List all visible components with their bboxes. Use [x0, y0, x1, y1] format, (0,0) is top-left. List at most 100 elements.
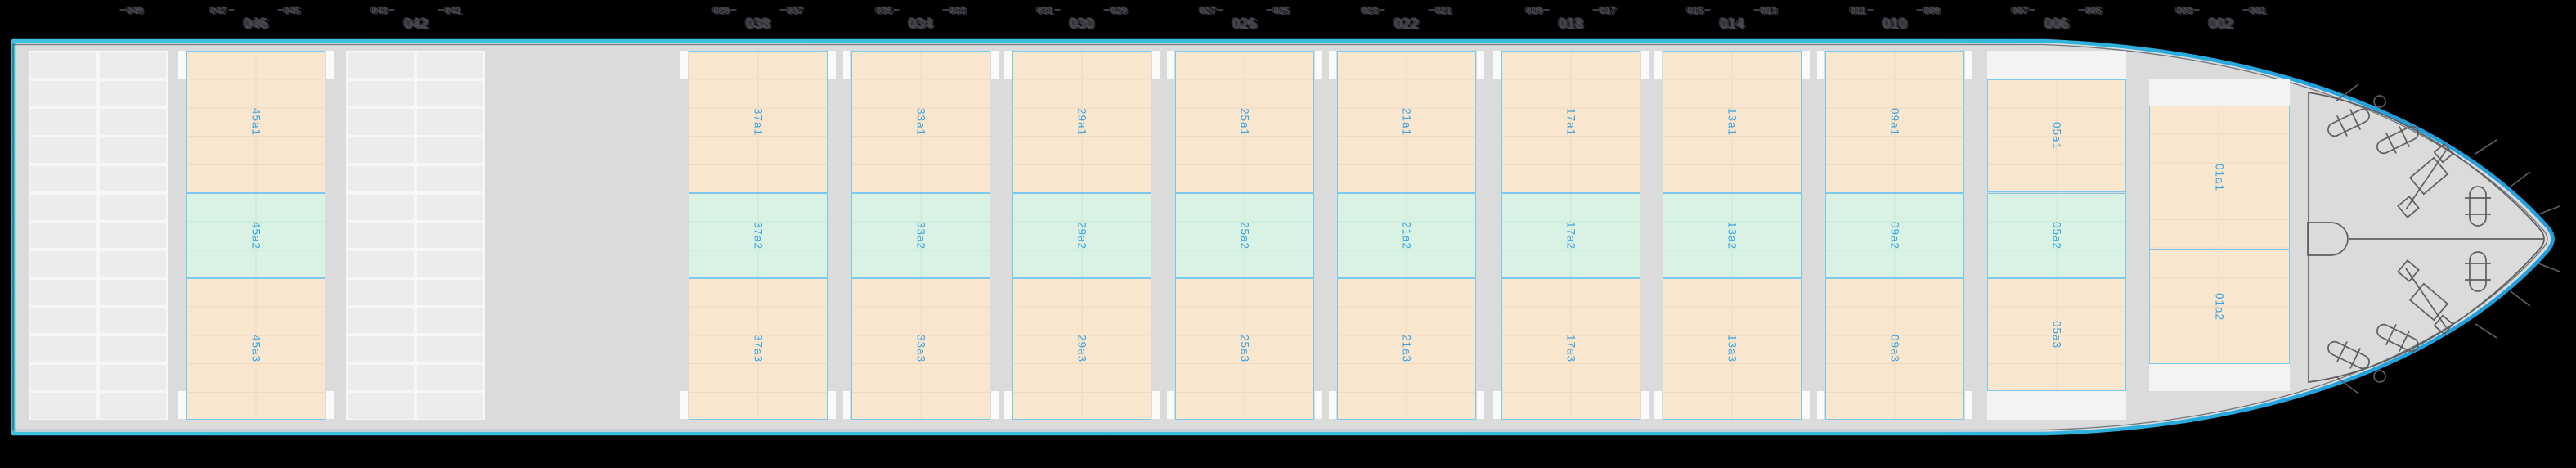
ruler-tick — [1867, 9, 1874, 11]
bay-block-01a2[interactable]: 01a2 — [2149, 250, 2290, 364]
bay-block-45a3[interactable]: 45a3 — [186, 277, 325, 421]
lashing-bridge-notch — [828, 391, 836, 420]
ruler-bay-label-039: 039 — [712, 5, 730, 16]
bay-block-09a1[interactable]: 09a1 — [1825, 51, 1964, 193]
deck-cell — [417, 393, 483, 419]
deck-cell — [100, 279, 166, 305]
lashing-bridge-notch — [1641, 51, 1649, 79]
ruler-bay-label-041: 041 — [444, 5, 462, 16]
deck-cell — [417, 364, 483, 390]
lashing-bridge-notch — [843, 391, 850, 420]
bay-block-label: 09a3 — [1888, 335, 1901, 363]
bay-block-13a1[interactable]: 13a1 — [1663, 51, 1802, 193]
ruler-bay-label-029: 029 — [1110, 5, 1128, 16]
bay-block-17a1[interactable]: 17a1 — [1501, 51, 1640, 193]
lashing-bridge-notch — [1329, 51, 1336, 79]
bay-block-01a1[interactable]: 01a1 — [2149, 106, 2290, 250]
bay-block-05a2[interactable]: 05a2 — [1987, 192, 2126, 278]
bay-block-21a2[interactable]: 21a2 — [1337, 192, 1476, 278]
bollard-icon — [2464, 186, 2492, 227]
bay-block-29a1[interactable]: 29a1 — [1012, 51, 1151, 193]
ruler-tick — [438, 9, 444, 11]
bay-block-05a1[interactable]: 05a1 — [1987, 79, 2126, 193]
deck-cell — [30, 223, 96, 249]
deck-cell — [100, 393, 166, 419]
ruler-bay-label-026: 026 — [1232, 16, 1258, 32]
ruler-bay-label-042: 042 — [403, 16, 429, 32]
bay-block-09a2[interactable]: 09a2 — [1825, 192, 1964, 278]
deck-cell — [348, 279, 414, 305]
bay-block-25a1[interactable]: 25a1 — [1175, 51, 1314, 193]
bay-block-17a2[interactable]: 17a2 — [1501, 192, 1640, 278]
lashing-bridge-notch — [1004, 391, 1012, 420]
lashing-bridge-notch — [680, 391, 688, 420]
lashing-bridge-notch — [1817, 391, 1824, 420]
ruler-bay-label-022: 022 — [1393, 16, 1420, 32]
deck-cell — [100, 364, 166, 390]
lashing-bridge-notch — [843, 51, 850, 79]
bay-block-29a3[interactable]: 29a3 — [1012, 277, 1151, 421]
lashing-bridge-notch — [991, 391, 999, 420]
bay-block-33a1[interactable]: 33a1 — [851, 51, 990, 193]
ruler-bay-label-031: 031 — [1036, 5, 1054, 16]
ruler-bay-label-013: 013 — [1760, 5, 1778, 16]
bay-block-label: 21a3 — [1400, 335, 1413, 363]
bay-block-29a2[interactable]: 29a2 — [1012, 192, 1151, 278]
deck-cell — [417, 336, 483, 362]
bay-block-37a2[interactable]: 37a2 — [689, 192, 828, 278]
ruler-tick — [2242, 9, 2249, 11]
bay-block-37a1[interactable]: 37a1 — [689, 51, 828, 193]
lashing-bridge-notch — [1329, 391, 1336, 420]
bay-block-45a1[interactable]: 45a1 — [186, 51, 325, 193]
bow-mooring-circle-icon — [2373, 370, 2386, 383]
bay-block-label: 21a1 — [1400, 107, 1413, 136]
bay-block-label: 37a2 — [752, 221, 765, 250]
ruler-bay-label-046: 046 — [243, 16, 269, 32]
deck-cell — [100, 80, 166, 106]
bay-block-13a2[interactable]: 13a2 — [1663, 192, 1802, 278]
deck-cell — [348, 250, 414, 277]
deck-cell — [417, 80, 483, 106]
ruler-bay-label-038: 038 — [745, 16, 771, 32]
bay-block-label: 05a1 — [2050, 122, 2063, 151]
chain-stopper-icon — [2433, 142, 2454, 164]
lashing-bridge-notch — [1004, 51, 1012, 79]
bay-block-33a3[interactable]: 33a3 — [851, 277, 990, 421]
bay-cap-strip — [1987, 51, 2126, 79]
bay-block-21a3[interactable]: 21a3 — [1337, 277, 1476, 421]
deck-cell — [417, 279, 483, 305]
ruler-tick — [779, 9, 786, 11]
ruler-bay-label-047: 047 — [209, 5, 227, 16]
ruler-bay-label-021: 021 — [1434, 5, 1452, 16]
bay-block-37a3[interactable]: 37a3 — [689, 277, 828, 421]
bay-block-21a1[interactable]: 21a1 — [1337, 51, 1476, 193]
ruler-bay-label-049: 049 — [126, 5, 144, 16]
ruler-bay-label-001: 001 — [2249, 5, 2267, 16]
deck-cell — [30, 308, 96, 334]
bay-block-label: 13a2 — [1726, 221, 1739, 250]
bay-block-17a3[interactable]: 17a3 — [1501, 277, 1640, 421]
deck-cell — [417, 194, 483, 220]
bay-block-label: 01a2 — [2213, 292, 2226, 322]
ruler-bay-label-037: 037 — [786, 5, 804, 16]
bow-frame-tick — [2538, 205, 2560, 215]
bay-block-33a2[interactable]: 33a2 — [851, 192, 990, 278]
bay-block-25a2[interactable]: 25a2 — [1175, 192, 1314, 278]
bay-block-09a3[interactable]: 09a3 — [1825, 277, 1964, 421]
ruler-tick — [277, 9, 284, 11]
bow-mooring-circle-icon — [2373, 95, 2386, 108]
bow-frame-tick — [2475, 323, 2497, 339]
bay-block-label: 29a1 — [1075, 107, 1088, 136]
bollard-icon — [2464, 251, 2492, 292]
bay-block-label: 21a2 — [1400, 221, 1413, 250]
bay-block-label: 33a1 — [914, 107, 927, 136]
ruler-bay-label-030: 030 — [1069, 16, 1095, 32]
bay-block-45a2[interactable]: 45a2 — [186, 192, 325, 278]
bay-block-05a3[interactable]: 05a3 — [1987, 277, 2126, 392]
bay-block-label: 09a2 — [1888, 221, 1901, 250]
bay-block-25a3[interactable]: 25a3 — [1175, 277, 1314, 421]
ruler-tick — [119, 9, 126, 11]
ruler-bay-label-014: 014 — [1719, 16, 1745, 32]
hull-sheer-line — [12, 43, 2548, 431]
bay-block-13a3[interactable]: 13a3 — [1663, 277, 1802, 421]
